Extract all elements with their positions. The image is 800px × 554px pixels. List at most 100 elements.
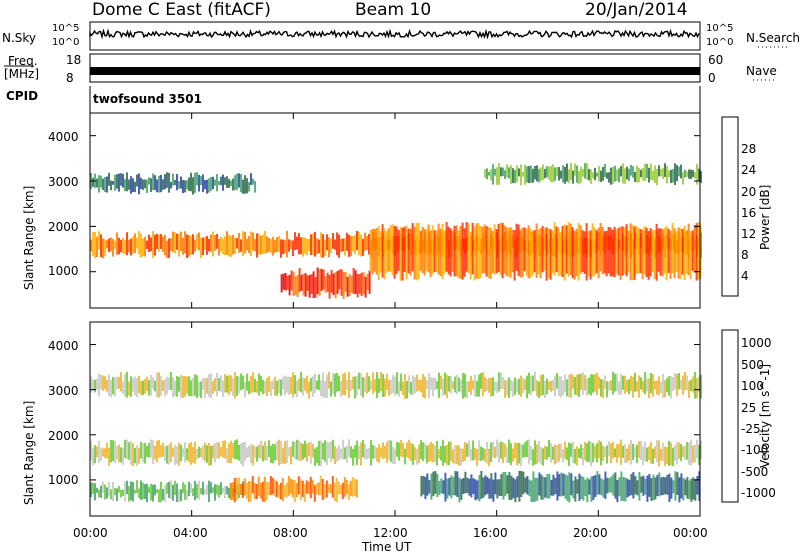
heatmap-cell	[548, 473, 551, 499]
heatmap-cell	[204, 378, 206, 399]
heatmap-cell	[695, 223, 698, 281]
heatmap-cell	[698, 376, 700, 392]
heatmap-cell	[438, 480, 441, 496]
heatmap-cell	[112, 376, 114, 395]
heatmap-cell	[319, 475, 322, 496]
date-label: 20/Jan/2014	[585, 0, 688, 20]
heatmap-cell	[497, 223, 500, 273]
heatmap-cell	[416, 374, 418, 392]
heatmap-cell	[250, 375, 252, 394]
heatmap-cell	[150, 439, 152, 458]
heatmap-cell	[156, 233, 158, 249]
heatmap-cell	[360, 442, 362, 466]
heatmap-cell	[630, 375, 632, 391]
heatmap-cell	[458, 477, 461, 503]
heatmap-cell	[186, 376, 188, 394]
heatmap-cell	[540, 447, 542, 465]
heatmap-cell	[332, 439, 334, 459]
heatmap-cell	[271, 477, 274, 495]
heatmap-cell	[168, 482, 170, 499]
heatmap-cell	[94, 445, 96, 464]
heatmap-cell	[546, 166, 548, 178]
heatmap-cell	[126, 371, 128, 398]
heatmap-cell	[607, 227, 610, 274]
heatmap-cell	[498, 442, 500, 463]
heatmap-cell	[312, 233, 314, 255]
heatmap-cell	[474, 374, 476, 398]
heatmap-cell	[334, 239, 336, 250]
heatmap-cell	[190, 172, 192, 192]
heatmap-cell	[178, 233, 180, 257]
heatmap-cell	[222, 440, 224, 458]
heatmap-cell	[626, 380, 628, 392]
heatmap-cell	[306, 275, 309, 291]
radar-title: Dome C East (fitACF)	[92, 0, 271, 20]
heatmap-cell	[492, 164, 494, 185]
heatmap-cell	[146, 483, 148, 503]
heatmap-cell	[296, 275, 299, 298]
power-cbar-tick: 4	[741, 269, 749, 283]
heatmap-cell	[578, 170, 580, 185]
heatmap-cell	[224, 440, 226, 459]
heatmap-cell	[356, 230, 358, 251]
heatmap-cell	[228, 179, 230, 188]
heatmap-cell	[615, 229, 618, 275]
heatmap-cell	[502, 377, 504, 390]
heatmap-cell	[238, 445, 240, 461]
heatmap-cell	[106, 176, 108, 193]
heatmap-cell	[234, 440, 236, 460]
heatmap-cell	[408, 439, 410, 459]
heatmap-cell	[162, 236, 164, 252]
heatmap-cell	[226, 176, 228, 188]
heatmap-cell	[102, 238, 104, 259]
heatmap-cell	[564, 474, 567, 499]
heatmap-cell	[650, 478, 653, 501]
heatmap-cell	[574, 449, 576, 464]
heatmap-cell	[526, 166, 528, 183]
heatmap-cell	[184, 376, 186, 397]
heatmap-cell	[454, 471, 457, 496]
heatmap-cell	[636, 480, 639, 496]
heatmap-cell	[232, 234, 234, 255]
heatmap-cell	[446, 374, 448, 399]
heatmap-cell	[536, 165, 538, 182]
heatmap-cell	[673, 228, 676, 279]
heatmap-cell	[200, 176, 202, 185]
heatmap-cell	[122, 489, 124, 496]
heatmap-cell	[218, 239, 220, 256]
heatmap-cell	[604, 375, 606, 390]
heatmap-cell	[254, 180, 256, 193]
heatmap-cell	[289, 478, 292, 494]
heatmap-cell	[250, 444, 252, 464]
heatmap-cell	[321, 479, 324, 501]
heatmap-cell	[658, 440, 660, 467]
heatmap-cell	[328, 442, 330, 459]
heatmap-cell	[354, 376, 356, 399]
heatmap-cell	[250, 231, 252, 257]
heatmap-cell	[110, 237, 112, 252]
heatmap-cell	[230, 375, 232, 392]
heatmap-cell	[222, 487, 224, 494]
heatmap-cell	[349, 480, 352, 496]
heatmap-cell	[666, 166, 668, 184]
heatmap-cell	[124, 481, 126, 502]
heatmap-cell	[584, 163, 586, 179]
heatmap-cell	[428, 372, 430, 398]
heatmap-cell	[212, 231, 214, 257]
heatmap-cell	[214, 443, 216, 463]
heatmap-cell	[659, 228, 662, 276]
heatmap-cell	[462, 448, 464, 462]
heatmap-cell	[244, 231, 246, 254]
heatmap-cell	[168, 377, 170, 391]
heatmap-cell	[314, 448, 316, 466]
heatmap-cell	[132, 378, 134, 392]
heatmap-cell	[690, 169, 692, 179]
heatmap-cell	[194, 480, 196, 501]
heatmap-cell	[238, 173, 240, 188]
heatmap-cell	[688, 380, 690, 399]
heatmap-cell	[338, 445, 340, 461]
heatmap-cell	[624, 168, 626, 184]
heatmap-cell	[140, 380, 142, 395]
heatmap-cell	[587, 231, 590, 277]
heatmap-cell	[290, 240, 292, 249]
